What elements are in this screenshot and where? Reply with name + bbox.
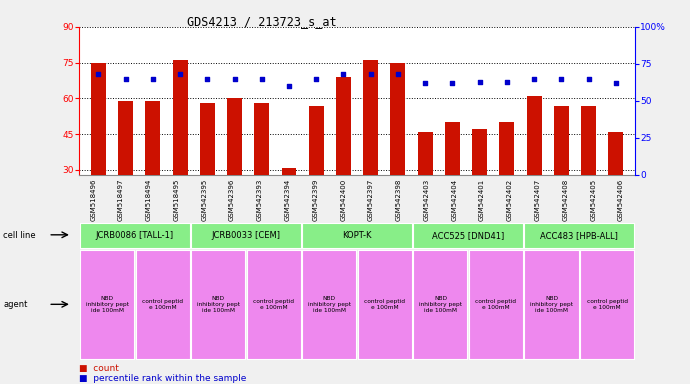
Point [529, 76, 540, 82]
Point [310, 76, 322, 82]
Text: control peptid
e 100mM: control peptid e 100mM [142, 299, 183, 310]
Text: JCRB0033 [CEM]: JCRB0033 [CEM] [212, 231, 280, 240]
Text: NBD
inhibitory pept
ide 100mM: NBD inhibitory pept ide 100mM [308, 296, 351, 313]
Text: ACC525 [DND41]: ACC525 [DND41] [432, 231, 504, 240]
Text: JCRB0086 [TALL-1]: JCRB0086 [TALL-1] [96, 231, 174, 240]
Point [583, 76, 594, 82]
Point [229, 76, 240, 82]
Bar [200, 103, 215, 242]
Bar [554, 106, 569, 242]
Text: NBD
inhibitory pept
ide 100mM: NBD inhibitory pept ide 100mM [419, 296, 462, 313]
Point [175, 71, 186, 77]
Text: GSM542403: GSM542403 [424, 179, 429, 221]
Text: GSM542400: GSM542400 [340, 179, 346, 221]
Point [93, 71, 104, 77]
Point [148, 76, 159, 82]
Text: GSM542406: GSM542406 [618, 179, 624, 221]
Text: GSM542399: GSM542399 [313, 179, 318, 221]
Point [447, 80, 458, 86]
Bar [118, 101, 133, 242]
Bar [255, 103, 269, 242]
Bar [227, 98, 242, 242]
Point [610, 80, 621, 86]
Text: GSM542404: GSM542404 [451, 179, 457, 221]
Point [420, 80, 431, 86]
Text: control peptid
e 100mM: control peptid e 100mM [586, 299, 627, 310]
Point [555, 76, 566, 82]
Text: GSM518497: GSM518497 [118, 179, 124, 221]
Bar [445, 122, 460, 242]
Bar [417, 132, 433, 242]
Bar [282, 167, 297, 242]
Text: ■  percentile rank within the sample: ■ percentile rank within the sample [79, 374, 247, 383]
Bar [363, 60, 378, 242]
Bar [91, 63, 106, 242]
Bar [146, 101, 160, 242]
Text: control peptid
e 100mM: control peptid e 100mM [253, 299, 294, 310]
Text: GSM542398: GSM542398 [396, 179, 402, 221]
Text: GSM542397: GSM542397 [368, 179, 374, 221]
Text: GSM542396: GSM542396 [229, 179, 235, 221]
Text: GSM542401: GSM542401 [479, 179, 485, 221]
Bar [609, 132, 623, 242]
Text: ■  count: ■ count [79, 364, 119, 373]
Bar [581, 106, 596, 242]
Text: NBD
inhibitory pept
ide 100mM: NBD inhibitory pept ide 100mM [197, 296, 239, 313]
Bar [308, 106, 324, 242]
Text: control peptid
e 100mM: control peptid e 100mM [475, 299, 516, 310]
Point [365, 71, 376, 77]
Point [393, 71, 404, 77]
Text: GSM518494: GSM518494 [146, 179, 152, 221]
Text: GSM542393: GSM542393 [257, 179, 263, 221]
Text: GSM518495: GSM518495 [174, 179, 179, 221]
Point [256, 76, 267, 82]
Text: GSM542395: GSM542395 [201, 179, 207, 221]
Point [338, 71, 349, 77]
Point [474, 78, 485, 84]
Point [284, 83, 295, 89]
Text: GSM518496: GSM518496 [90, 179, 96, 221]
Text: cell line: cell line [3, 231, 36, 240]
Text: ACC483 [HPB-ALL]: ACC483 [HPB-ALL] [540, 231, 618, 240]
Text: KOPT-K: KOPT-K [342, 231, 372, 240]
Bar [500, 122, 514, 242]
Text: GSM542394: GSM542394 [285, 179, 290, 221]
Point [502, 78, 513, 84]
Text: GSM542408: GSM542408 [562, 179, 569, 221]
Bar [526, 96, 542, 242]
Text: NBD
inhibitory pept
ide 100mM: NBD inhibitory pept ide 100mM [86, 296, 128, 313]
Text: control peptid
e 100mM: control peptid e 100mM [364, 299, 405, 310]
Text: GSM542402: GSM542402 [507, 179, 513, 221]
Point [120, 76, 131, 82]
Text: agent: agent [3, 300, 28, 309]
Bar [472, 129, 487, 242]
Text: NBD
inhibitory pept
ide 100mM: NBD inhibitory pept ide 100mM [530, 296, 573, 313]
Bar [336, 77, 351, 242]
Text: GSM542405: GSM542405 [590, 179, 596, 221]
Bar [172, 60, 188, 242]
Point [201, 76, 213, 82]
Bar [391, 63, 406, 242]
Text: GDS4213 / 213723_s_at: GDS4213 / 213723_s_at [188, 15, 337, 28]
Text: GSM542407: GSM542407 [535, 179, 540, 221]
